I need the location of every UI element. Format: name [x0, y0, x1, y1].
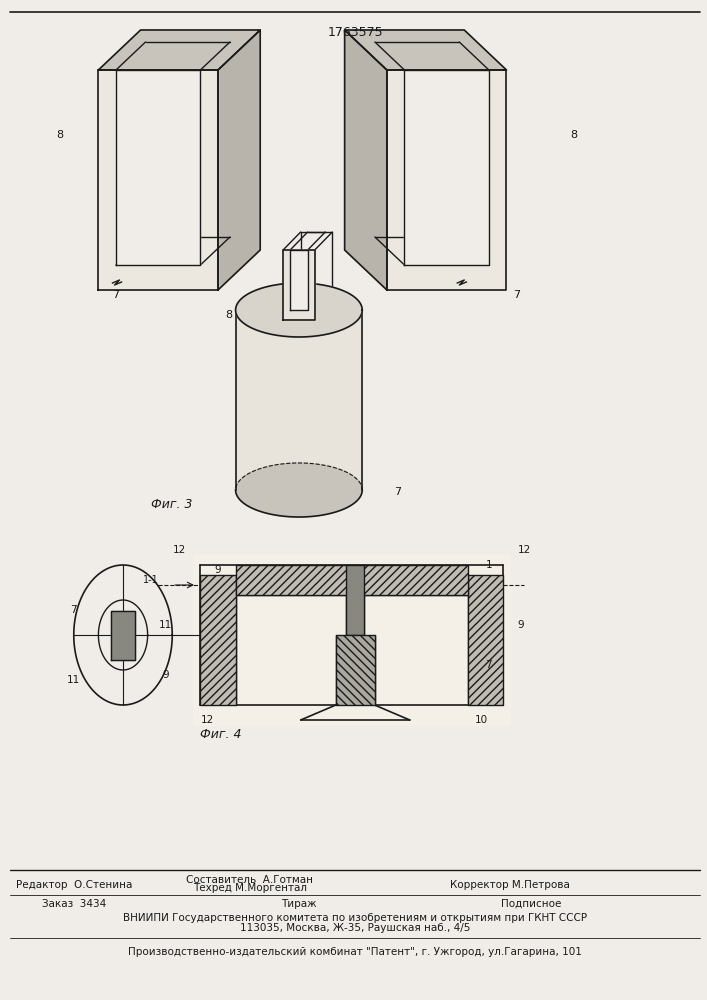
Text: 9: 9 — [215, 565, 221, 575]
Polygon shape — [111, 610, 135, 660]
Ellipse shape — [235, 463, 362, 517]
Text: 7: 7 — [112, 290, 119, 300]
Text: 11: 11 — [158, 620, 172, 630]
Text: 12: 12 — [173, 545, 186, 555]
Polygon shape — [346, 565, 364, 635]
Polygon shape — [336, 635, 375, 705]
Text: Корректор М.Петрова: Корректор М.Петрова — [450, 880, 570, 890]
Polygon shape — [344, 30, 506, 70]
Text: 8: 8 — [570, 130, 577, 140]
Polygon shape — [98, 70, 218, 290]
Text: Заказ  3434: Заказ 3434 — [42, 899, 106, 909]
Ellipse shape — [235, 283, 362, 337]
Text: 1: 1 — [486, 560, 492, 570]
Text: 12: 12 — [518, 545, 531, 555]
Text: 113035, Москва, Ж-35, Раушская наб., 4/5: 113035, Москва, Ж-35, Раушская наб., 4/5 — [240, 923, 470, 933]
Text: 11: 11 — [67, 675, 81, 685]
Text: 12: 12 — [201, 715, 214, 725]
Text: Фиг. 4: Фиг. 4 — [200, 728, 242, 742]
Polygon shape — [116, 70, 200, 265]
Text: Фиг. 3: Фиг. 3 — [151, 498, 192, 512]
Text: 1763575: 1763575 — [327, 26, 383, 39]
Text: Составитель  А.Готман: Составитель А.Готман — [186, 875, 313, 885]
Polygon shape — [235, 283, 362, 337]
Text: 7: 7 — [71, 605, 77, 615]
Polygon shape — [344, 30, 387, 290]
Text: 8: 8 — [56, 130, 63, 140]
Polygon shape — [404, 70, 489, 265]
Text: Тираж: Тираж — [281, 899, 317, 909]
Text: Редактор  О.Стенина: Редактор О.Стенина — [16, 880, 132, 890]
Text: Техред М.Моргентал: Техред М.Моргентал — [192, 883, 307, 893]
Text: 1-1: 1-1 — [144, 575, 159, 585]
Text: 8: 8 — [225, 310, 232, 320]
Polygon shape — [98, 30, 260, 70]
Text: 7: 7 — [513, 290, 520, 300]
Polygon shape — [290, 250, 308, 310]
Polygon shape — [468, 575, 503, 705]
Text: 7: 7 — [394, 487, 401, 497]
Text: 10: 10 — [475, 715, 489, 725]
Text: ВНИИПИ Государственного комитета по изобретениям и открытиям при ГКНТ СССР: ВНИИПИ Государственного комитета по изоб… — [123, 913, 588, 923]
Polygon shape — [235, 310, 362, 490]
Text: 9: 9 — [518, 620, 524, 630]
Polygon shape — [387, 70, 506, 290]
Polygon shape — [200, 575, 235, 705]
Polygon shape — [194, 555, 510, 725]
Polygon shape — [218, 30, 260, 290]
Polygon shape — [235, 565, 468, 595]
Text: 7: 7 — [486, 660, 492, 670]
Text: 9: 9 — [162, 670, 168, 680]
Text: Подписное: Подписное — [501, 899, 561, 909]
Polygon shape — [283, 250, 315, 320]
Text: Производственно-издательский комбинат "Патент", г. Ужгород, ул.Гагарина, 101: Производственно-издательский комбинат "П… — [128, 947, 582, 957]
